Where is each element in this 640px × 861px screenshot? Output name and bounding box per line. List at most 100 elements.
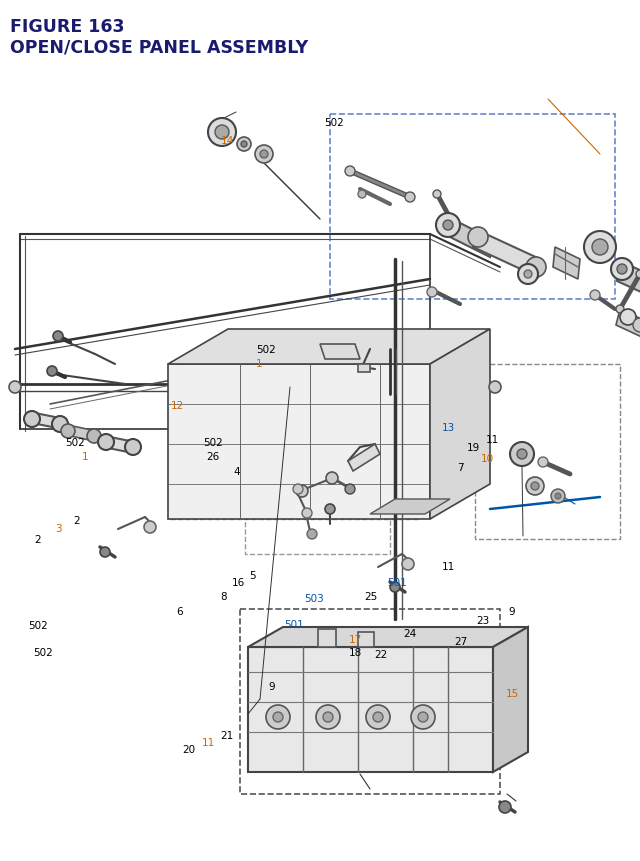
Circle shape	[273, 712, 283, 722]
Polygon shape	[320, 344, 360, 360]
Circle shape	[616, 306, 624, 313]
Text: 6: 6	[176, 606, 182, 616]
Circle shape	[307, 530, 317, 539]
Polygon shape	[430, 330, 490, 519]
Circle shape	[87, 430, 101, 443]
Circle shape	[100, 548, 110, 557]
Text: 3: 3	[56, 523, 62, 534]
Circle shape	[260, 151, 268, 158]
Text: 1: 1	[82, 451, 88, 461]
Circle shape	[499, 801, 511, 813]
Circle shape	[47, 367, 57, 376]
Text: 15: 15	[506, 688, 518, 698]
Circle shape	[510, 443, 534, 467]
Circle shape	[52, 417, 68, 432]
Text: 22: 22	[374, 649, 387, 660]
Polygon shape	[553, 248, 580, 280]
Circle shape	[241, 142, 247, 148]
Circle shape	[538, 457, 548, 468]
Text: 18: 18	[349, 647, 362, 658]
Text: 23: 23	[477, 615, 490, 625]
Circle shape	[433, 191, 441, 199]
Circle shape	[53, 331, 63, 342]
Circle shape	[24, 412, 40, 428]
Text: 17: 17	[349, 635, 362, 645]
Polygon shape	[248, 647, 493, 772]
Text: 27: 27	[454, 636, 467, 647]
Text: 11: 11	[202, 737, 214, 747]
Circle shape	[468, 228, 488, 248]
Circle shape	[61, 424, 75, 438]
Circle shape	[316, 705, 340, 729]
Polygon shape	[370, 499, 450, 514]
Circle shape	[526, 257, 546, 278]
Circle shape	[358, 191, 366, 199]
Circle shape	[215, 126, 229, 139]
Text: 5: 5	[250, 570, 256, 580]
Text: 2: 2	[74, 515, 80, 525]
Polygon shape	[493, 628, 528, 772]
Circle shape	[633, 319, 640, 332]
Circle shape	[611, 258, 633, 281]
Text: 14: 14	[221, 135, 234, 146]
Text: 11: 11	[486, 434, 499, 444]
Circle shape	[345, 167, 355, 177]
Polygon shape	[616, 310, 640, 339]
Text: 10: 10	[481, 453, 494, 463]
Circle shape	[531, 482, 539, 491]
Text: 7: 7	[458, 462, 464, 473]
Text: 9: 9	[269, 681, 275, 691]
Circle shape	[551, 489, 565, 504]
Polygon shape	[168, 364, 430, 519]
Bar	[318, 629, 336, 647]
Text: 9: 9	[509, 606, 515, 616]
Text: 1: 1	[256, 358, 262, 369]
Circle shape	[617, 264, 627, 275]
Text: 12: 12	[172, 400, 184, 411]
Circle shape	[237, 138, 251, 152]
Text: 13: 13	[442, 423, 454, 433]
Circle shape	[390, 582, 400, 592]
Text: 26: 26	[207, 451, 220, 461]
Text: 24: 24	[403, 628, 416, 638]
Circle shape	[208, 119, 236, 147]
Text: 2: 2	[34, 535, 40, 545]
Text: 502: 502	[29, 620, 48, 630]
Circle shape	[266, 705, 290, 729]
Circle shape	[518, 264, 538, 285]
Polygon shape	[66, 425, 96, 442]
Circle shape	[620, 310, 636, 325]
Circle shape	[636, 270, 640, 279]
Circle shape	[526, 478, 544, 495]
Text: 16: 16	[232, 577, 245, 587]
Circle shape	[402, 558, 414, 570]
Circle shape	[366, 705, 390, 729]
Circle shape	[255, 146, 273, 164]
Circle shape	[9, 381, 21, 393]
Bar	[245, 460, 390, 554]
Bar	[358, 364, 370, 373]
Text: 502: 502	[66, 437, 85, 448]
Circle shape	[323, 712, 333, 722]
Text: 502: 502	[324, 118, 344, 128]
Text: 502: 502	[256, 344, 275, 355]
Circle shape	[325, 505, 335, 514]
Text: 501: 501	[387, 577, 406, 587]
Circle shape	[411, 705, 435, 729]
Bar	[475, 364, 620, 539]
Circle shape	[144, 522, 156, 533]
Text: 21: 21	[221, 730, 234, 740]
Circle shape	[524, 270, 532, 279]
Circle shape	[436, 214, 460, 238]
Bar	[330, 115, 615, 300]
Polygon shape	[617, 262, 640, 298]
Circle shape	[98, 435, 114, 450]
Circle shape	[373, 712, 383, 722]
Circle shape	[555, 493, 561, 499]
Polygon shape	[348, 444, 380, 472]
Circle shape	[418, 712, 428, 722]
Text: OPEN/CLOSE PANEL ASSEMBLY: OPEN/CLOSE PANEL ASSEMBLY	[10, 38, 308, 56]
Bar	[240, 610, 500, 794]
Text: 502: 502	[204, 437, 223, 448]
Text: 20: 20	[182, 744, 195, 754]
